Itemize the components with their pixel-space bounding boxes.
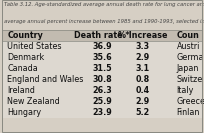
- Text: Hungary: Hungary: [7, 108, 41, 117]
- Text: 0.4: 0.4: [136, 86, 150, 95]
- Text: 36.9: 36.9: [92, 42, 112, 51]
- Text: average annual percent increase between 1985 and 1990-1993, selected industriali: average annual percent increase between …: [4, 19, 204, 24]
- Text: Coun: Coun: [176, 31, 199, 40]
- Text: 35.6: 35.6: [92, 53, 112, 62]
- Text: Austri: Austri: [176, 42, 200, 51]
- Text: Ireland: Ireland: [7, 86, 35, 95]
- Text: Canada: Canada: [7, 64, 38, 73]
- Text: Italy: Italy: [176, 86, 194, 95]
- Text: 3.3: 3.3: [136, 42, 150, 51]
- Text: 31.5: 31.5: [92, 64, 112, 73]
- Text: Greece: Greece: [176, 97, 204, 106]
- Bar: [2, 0, 202, 30]
- Text: Japan: Japan: [176, 64, 199, 73]
- Text: Country: Country: [7, 31, 43, 40]
- Text: Death rate *: Death rate *: [74, 31, 130, 40]
- Text: Germa: Germa: [176, 53, 204, 62]
- Text: 25.9: 25.9: [92, 97, 112, 106]
- Text: Denmark: Denmark: [7, 53, 44, 62]
- Text: 3.1: 3.1: [136, 64, 150, 73]
- Text: 2.9: 2.9: [136, 53, 150, 62]
- Text: 30.8: 30.8: [92, 75, 112, 84]
- Text: 5.2: 5.2: [136, 108, 150, 117]
- Text: 26.3: 26.3: [92, 86, 112, 95]
- Bar: [2, 41, 202, 118]
- Text: Table 3.12. Age-standardized average annual death rate for lung cancer among wom: Table 3.12. Age-standardized average ann…: [4, 2, 204, 7]
- Text: Finlan: Finlan: [176, 108, 200, 117]
- Text: Switze: Switze: [176, 75, 203, 84]
- Text: 2.9: 2.9: [136, 97, 150, 106]
- Text: 23.9: 23.9: [92, 108, 112, 117]
- Text: United States: United States: [7, 42, 62, 51]
- Bar: [2, 30, 202, 41]
- Text: England and Wales: England and Wales: [7, 75, 83, 84]
- Text: % Increase: % Increase: [118, 31, 167, 40]
- Text: 0.8: 0.8: [136, 75, 150, 84]
- Text: New Zealand: New Zealand: [7, 97, 60, 106]
